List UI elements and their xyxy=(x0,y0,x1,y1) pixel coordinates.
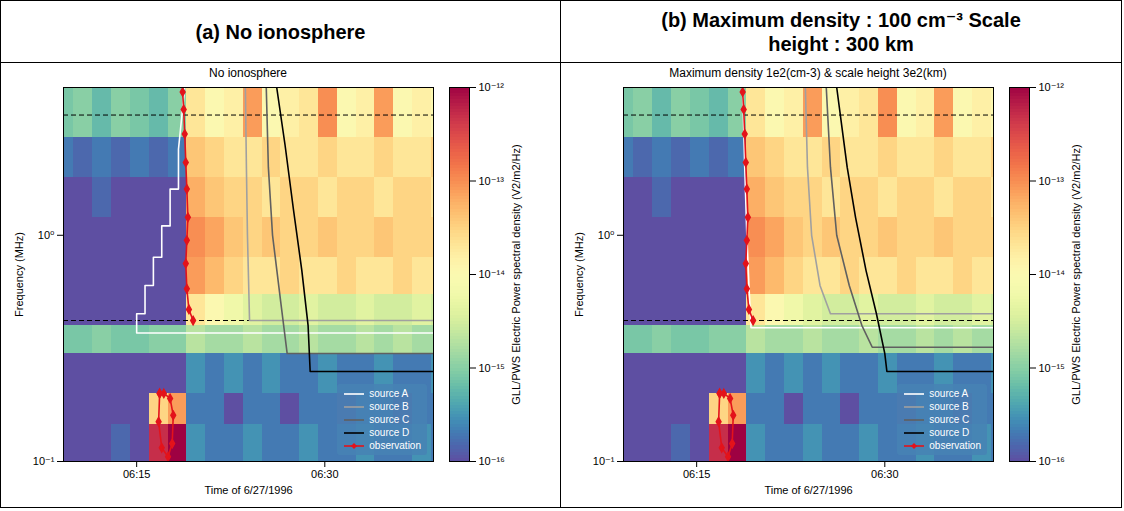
svg-text:06:30: 06:30 xyxy=(871,468,899,480)
svg-text:10⁰: 10⁰ xyxy=(598,229,615,241)
html-text:source C: source C xyxy=(369,414,410,425)
html-text:source B: source B xyxy=(929,401,969,412)
svg-text:Time of 6/27/1996: Time of 6/27/1996 xyxy=(204,484,292,496)
html-text:(b) Maximum density : 100 cm⁻³: (b) Maximum density : 100 cm⁻³ Scale hei… xyxy=(661,8,1021,55)
svg-text:10⁻¹⁶: 10⁻¹⁶ xyxy=(479,455,505,467)
svg-text:10⁻¹⁴: 10⁻¹⁴ xyxy=(479,268,506,280)
svg-text:06:15: 06:15 xyxy=(683,468,711,480)
svg-text:06:15: 06:15 xyxy=(123,468,151,480)
svg-text:GLL/PWS Electric Power spectra: GLL/PWS Electric Power spectral density … xyxy=(1070,144,1082,404)
svg-text:Frequency (MHz): Frequency (MHz) xyxy=(573,232,585,317)
svg-text:10⁻¹³: 10⁻¹³ xyxy=(1039,175,1065,187)
html-text:source B: source B xyxy=(369,401,409,412)
svg-text:10⁻¹²: 10⁻¹² xyxy=(1039,81,1065,93)
html-text:observation: observation xyxy=(369,440,421,451)
html-text:No ionosphere: No ionosphere xyxy=(209,66,287,80)
html-text:source D: source D xyxy=(929,427,970,438)
svg-text:Time of 6/27/1996: Time of 6/27/1996 xyxy=(764,484,852,496)
svg-text:10⁻¹⁵: 10⁻¹⁵ xyxy=(1039,362,1065,374)
svg-text:GLL/PWS Electric Power spectra: GLL/PWS Electric Power spectral density … xyxy=(510,144,522,404)
svg-text:10⁻¹⁴: 10⁻¹⁴ xyxy=(1039,268,1066,280)
html-text:source A: source A xyxy=(929,388,969,399)
html-text:source C: source C xyxy=(929,414,970,425)
svg-text:10⁰: 10⁰ xyxy=(38,229,55,241)
svg-text:10⁻¹²: 10⁻¹² xyxy=(479,81,505,93)
html-text:observation: observation xyxy=(929,440,981,451)
svg-text:10⁻¹: 10⁻¹ xyxy=(593,455,615,467)
svg-text:06:30: 06:30 xyxy=(311,468,339,480)
html-text:source A: source A xyxy=(369,388,409,399)
html-text:Maximum density 1e2(cm-3) & sc: Maximum density 1e2(cm-3) & scale height… xyxy=(669,66,947,80)
html-text:source D: source D xyxy=(369,427,410,438)
html-text:(a) No ionosphere: (a) No ionosphere xyxy=(195,20,366,43)
svg-text:Frequency (MHz): Frequency (MHz) xyxy=(13,232,25,317)
svg-text:10⁻¹⁵: 10⁻¹⁵ xyxy=(479,362,505,374)
svg-text:10⁻¹: 10⁻¹ xyxy=(33,455,55,467)
svg-text:10⁻¹⁶: 10⁻¹⁶ xyxy=(1039,455,1065,467)
svg-text:10⁻¹³: 10⁻¹³ xyxy=(479,175,505,187)
